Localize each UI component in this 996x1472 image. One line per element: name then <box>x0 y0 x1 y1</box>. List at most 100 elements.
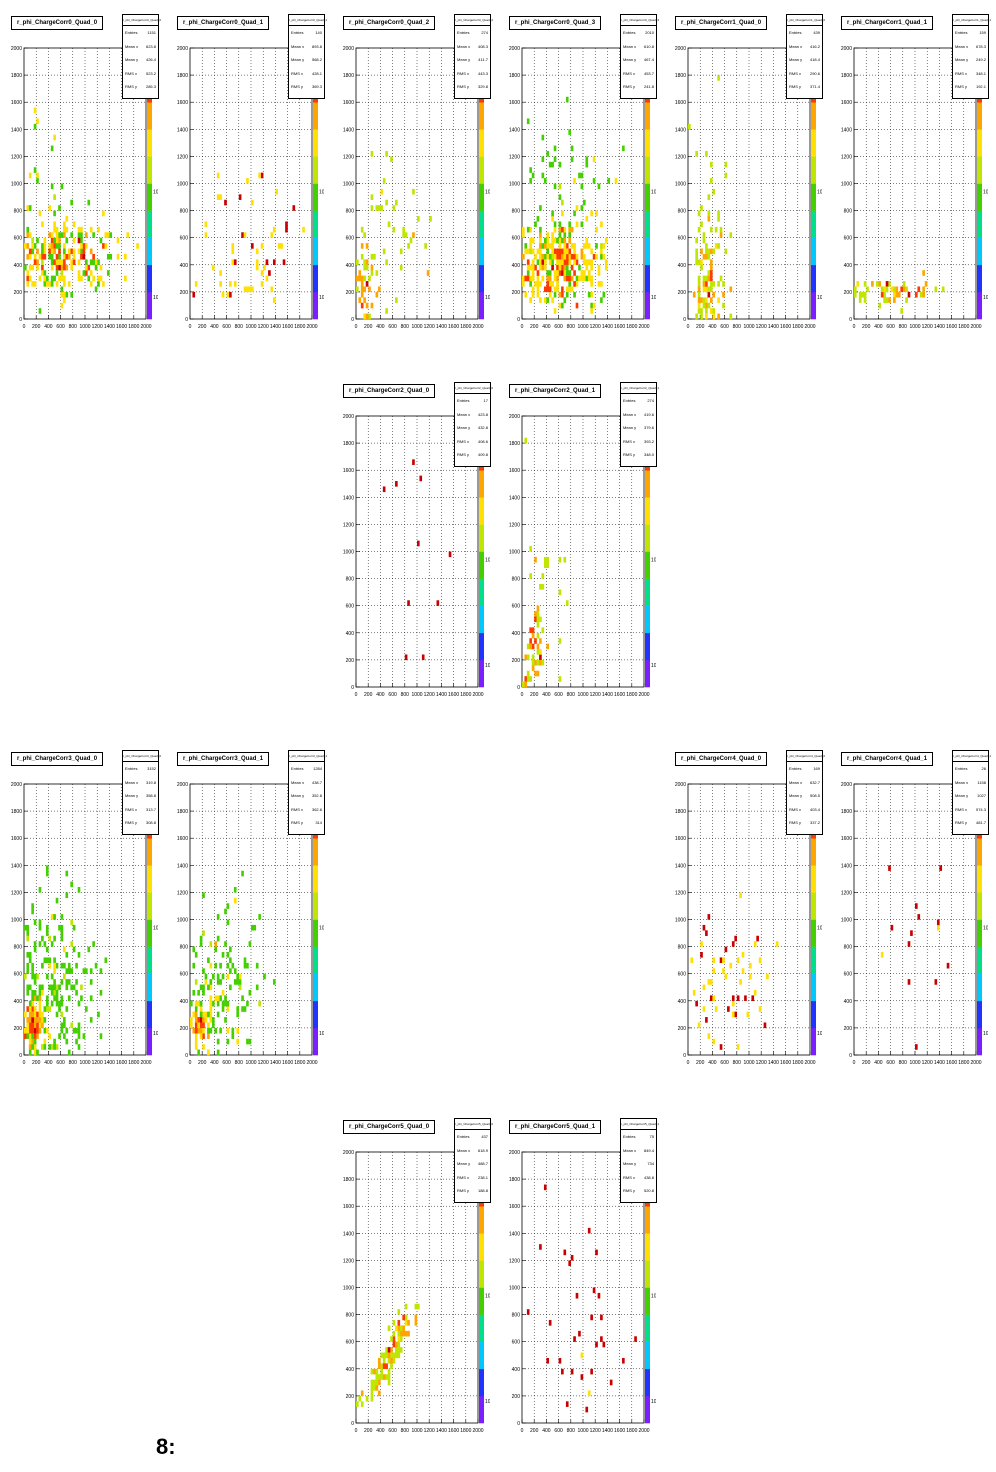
x-tick-label: 0 <box>521 692 524 698</box>
x-tick-label: 1400 <box>104 1060 115 1066</box>
histogram-bin <box>209 1006 213 1012</box>
histogram-bin <box>233 979 237 985</box>
stats-value: 140 <box>315 30 322 35</box>
histogram-bin <box>382 1374 386 1380</box>
histogram-bin <box>707 286 711 293</box>
y-tick-label: 1000 <box>675 918 686 924</box>
histogram-bin <box>575 221 579 228</box>
stats-label: Entries <box>291 30 304 35</box>
histogram-bin <box>387 1352 391 1359</box>
x-tick-label: 600 <box>886 324 895 330</box>
y-tick-label: 1800 <box>841 809 852 815</box>
x-tick-label: 1000 <box>577 1428 588 1434</box>
stats-row-meany: Mean y 418.4 <box>787 53 822 67</box>
histogram-bin <box>946 962 950 969</box>
y-tick-label: 1200 <box>509 522 520 528</box>
histogram-bin <box>561 210 564 217</box>
x-tick-label: 1200 <box>590 1428 601 1434</box>
histogram-bin <box>53 957 56 964</box>
histogram-bin <box>880 291 884 298</box>
histogram-bin <box>529 573 532 579</box>
histogram-bin <box>55 226 59 233</box>
histogram-bin <box>28 1033 32 1039</box>
histogram-bin <box>28 1017 32 1023</box>
histogram-bin <box>58 205 61 211</box>
stats-value: 393.2 <box>643 438 654 444</box>
stats-row-entries: Entries 439 <box>787 26 822 40</box>
histogram-bin <box>590 275 593 282</box>
histogram-bin <box>77 1033 81 1039</box>
histogram-bin <box>380 1374 384 1380</box>
histogram-bin <box>85 270 88 276</box>
stats-row-meany: Mean y 352.8 <box>289 789 324 803</box>
histogram-bin <box>395 199 398 206</box>
histogram-bin <box>539 659 542 666</box>
color-scale-segment <box>479 210 484 238</box>
color-scale-segment <box>313 946 318 974</box>
histogram-bin <box>224 995 227 1001</box>
x-tick-label: 2000 <box>970 1060 981 1066</box>
stats-value: 623.8 <box>145 43 156 49</box>
histogram-bin <box>729 232 733 238</box>
y-tick-label: 1000 <box>11 918 22 924</box>
stats-value: 337.2 <box>809 820 820 825</box>
histogram-bin <box>194 979 198 985</box>
histogram-plot: 0 200 400 600 800 1000 1200 1400 1600 1800 2000020… <box>509 414 656 698</box>
histogram-bin <box>382 1352 386 1359</box>
histogram-bin <box>63 1033 66 1039</box>
histogram-bin <box>712 248 716 255</box>
histogram-bin <box>697 226 701 233</box>
y-tick-label: 1600 <box>841 100 852 106</box>
x-tick-label: 1600 <box>448 1428 459 1434</box>
histogram-bin <box>543 243 547 249</box>
histogram-bin <box>602 291 606 298</box>
histogram-bin <box>363 232 366 238</box>
histogram-title: r_phi_ChargeCorr0_Quad_1 <box>177 16 270 30</box>
histogram-bin <box>702 302 706 309</box>
stats-label: Mean x <box>457 411 471 417</box>
histogram-bin <box>50 259 54 265</box>
stats-value: 418.4 <box>809 57 820 62</box>
y-tick-label: 600 <box>180 972 189 978</box>
histogram-bin <box>585 161 589 168</box>
stats-value: 285.3 <box>145 84 156 89</box>
histogram-bin <box>60 1000 64 1007</box>
histogram-bin <box>551 297 554 303</box>
histogram-bin <box>392 1330 396 1337</box>
color-scale-segment <box>479 291 484 320</box>
histogram-bin <box>580 1352 584 1359</box>
histogram-bin <box>553 248 557 255</box>
histogram-bin <box>546 253 550 260</box>
histogram-bin <box>541 573 545 579</box>
y-tick-label: 1000 <box>675 182 686 188</box>
color-scale-segment <box>811 264 816 293</box>
stats-value: 249.2 <box>975 57 986 62</box>
x-tick-label: 1600 <box>780 1060 791 1066</box>
stats-value: 188.8 <box>477 1188 488 1193</box>
histogram-bin <box>199 1011 203 1018</box>
histogram-bin <box>565 286 569 293</box>
y-tick-label: 800 <box>346 1313 355 1319</box>
stats-label: RMS x <box>789 70 801 76</box>
histogram-bin <box>531 632 535 639</box>
stats-value: 290.6 <box>809 70 820 76</box>
histogram-bin <box>31 1000 34 1007</box>
histogram-bin <box>390 1352 393 1359</box>
histogram-bin <box>707 302 711 309</box>
histogram-bin <box>251 286 254 293</box>
histogram-bin <box>41 270 44 276</box>
histogram-bin <box>387 221 391 228</box>
histogram-bin <box>709 297 713 303</box>
histogram-bin <box>558 194 562 200</box>
histogram-bin <box>561 291 564 298</box>
histogram-bin <box>202 968 205 974</box>
y-tick-label: 1400 <box>675 127 686 133</box>
histogram-bin <box>534 659 537 666</box>
y-tick-label: 1600 <box>177 100 188 106</box>
histogram-bin <box>70 248 73 255</box>
color-scale-segment <box>977 973 982 1002</box>
histogram-bin <box>539 226 542 233</box>
histogram-bin <box>214 941 218 947</box>
histogram-bin <box>194 1033 198 1039</box>
color-scale-segment <box>645 578 650 606</box>
